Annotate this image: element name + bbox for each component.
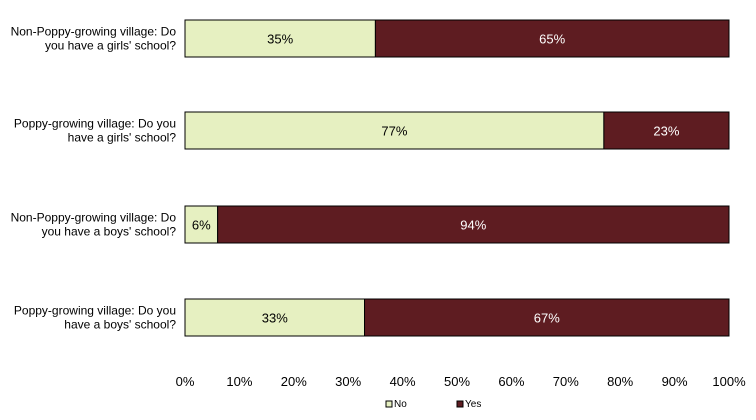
x-tick-label: 80% (607, 374, 633, 389)
x-tick-label: 70% (553, 374, 579, 389)
legend-swatch-no (385, 400, 393, 408)
x-tick-label: 50% (444, 374, 470, 389)
data-label: 67% (534, 311, 560, 326)
category-label: Poppy-growing village: Do you (14, 304, 176, 318)
data-label: 65% (539, 32, 565, 47)
bar-segment-yes (603, 111, 730, 150)
bar-segment-yes (217, 205, 730, 244)
legend-label-no: No (394, 399, 407, 410)
bar-segment-no (184, 19, 376, 58)
data-label: 23% (653, 124, 679, 139)
x-tick-label: 20% (281, 374, 307, 389)
category-label: Poppy-growing village: Do you (14, 117, 176, 131)
category-label: have a girls' school? (68, 131, 177, 145)
category-label: Non-Poppy-growing village: Do (11, 211, 177, 225)
x-tick-label: 30% (335, 374, 361, 389)
bar-segment-no (184, 111, 605, 150)
data-label: 94% (460, 218, 486, 233)
bar-segment-yes (374, 19, 730, 58)
legend: No Yes (385, 399, 481, 410)
x-tick-label: 10% (226, 374, 252, 389)
x-tick-label: 90% (662, 374, 688, 389)
data-label: 35% (267, 32, 293, 47)
legend-label-yes: Yes (465, 399, 481, 410)
category-label: have a boys' school? (64, 318, 176, 332)
x-tick-label: 100% (712, 374, 746, 389)
category-label: you have a boys' school? (42, 225, 177, 239)
category-label: Non-Poppy-growing village: Do (11, 25, 177, 39)
legend-swatch-yes (456, 400, 464, 408)
data-label: 33% (262, 311, 288, 326)
bar-segment-no (184, 205, 219, 244)
x-tick-label: 60% (498, 374, 524, 389)
bar-segment-yes (364, 298, 730, 337)
data-label: 6% (192, 218, 211, 233)
x-tick-label: 0% (176, 374, 195, 389)
bar-segment-no (184, 298, 366, 337)
category-label: you have a girls' school? (45, 39, 176, 53)
x-axis-ticks: 0% 10% 20% 30% 40% 50% 60% 70% 80% 90% 100% (176, 374, 746, 389)
x-tick-label: 40% (390, 374, 416, 389)
data-label: 77% (381, 124, 407, 139)
bars-group: 35% 65% 77% 23% 6% 94% 33% 67% (184, 19, 730, 337)
